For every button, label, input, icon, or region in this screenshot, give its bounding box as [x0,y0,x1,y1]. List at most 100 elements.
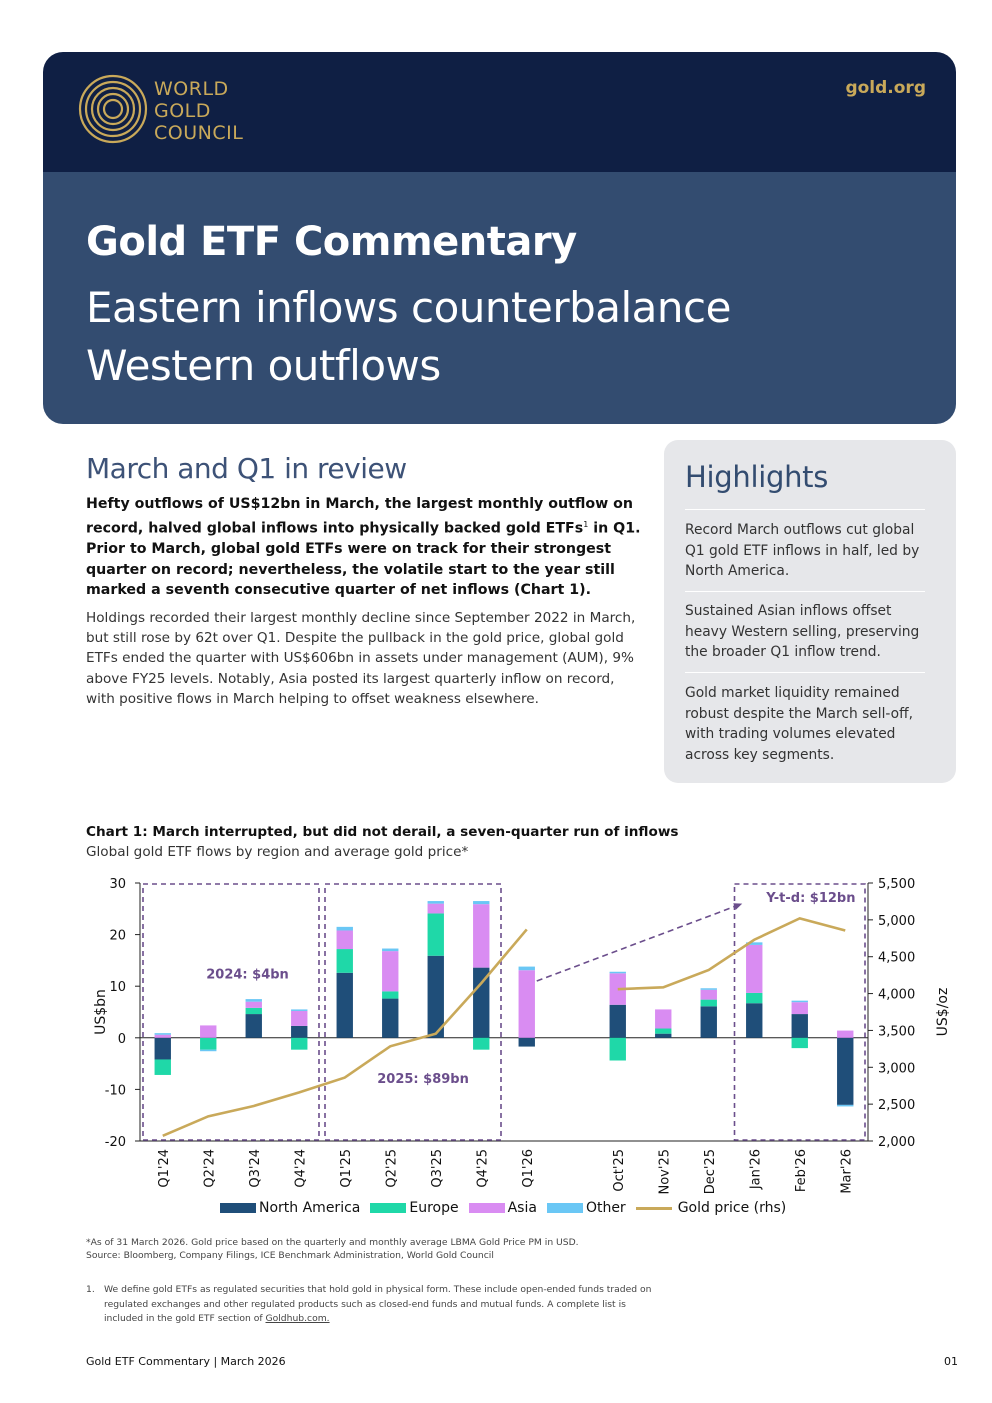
page-subtitle: Eastern inflows counterbalance Western o… [86,283,731,390]
legend-label: Gold price (rhs) [677,1200,787,1216]
bar-segment [655,1009,672,1029]
bar-segment [291,1009,308,1011]
legend-label: North America [259,1200,361,1216]
legend-swatch [370,1203,407,1213]
annotation-label-2024: 2024: $4bn [206,967,289,982]
y-tick-label-left: 20 [109,929,126,944]
y-axis-label-left: US$bn [93,989,109,1035]
bar-segment [336,972,353,1038]
x-tick-label: Q3'24 [248,1149,263,1188]
bar-segment [518,966,535,971]
bar-segment [791,1037,808,1049]
brand-line: GOLD [154,100,211,122]
bar-segment [291,1010,308,1026]
bar-segment [427,903,444,914]
y-tick-label-right: 3,500 [878,1024,915,1039]
y-tick-label-right: 2,500 [878,1098,915,1113]
bar-segment [518,1037,535,1047]
bar-segment [245,1014,262,1038]
bar-segment [382,951,399,992]
bar-segment [427,955,444,1038]
legend-item: Europe [370,1200,459,1216]
bar-segment [609,971,626,974]
bar-segment [291,1025,308,1038]
y-tick-label-right: 3,000 [878,1061,915,1076]
x-tick-label: Q1'24 [157,1149,172,1188]
bar-segment [700,988,717,990]
chart-source: Source: Bloomberg, Company Filings, ICE … [86,1250,494,1261]
x-tick-label: Jan'26 [748,1149,763,1190]
y-tick-label-left: 30 [109,877,126,892]
legend-item: Asia [468,1200,537,1216]
x-tick-label: Dec'25 [703,1149,718,1194]
y-tick-label-right: 2,000 [878,1135,915,1150]
brand-line: WORLD [154,78,229,100]
bar-segment [473,904,490,968]
bar-segment [382,991,399,999]
y-tick-label-right: 5,000 [878,914,915,929]
footer-doc-title: Gold ETF Commentary | March 2026 [86,1355,286,1368]
chart-note: *As of 31 March 2026. Gold price based o… [86,1237,579,1248]
bar-segment [746,992,763,1004]
footnote-text: We define gold ETFs as regulated securit… [104,1284,652,1324]
bar-segment [837,1037,854,1105]
x-tick-label: Oct'25 [612,1149,627,1192]
bar-segment [473,967,490,1038]
legend-swatch [468,1203,505,1213]
footnote-number: 1. [86,1284,95,1295]
bar-segment [336,930,353,950]
x-tick-label: Nov'25 [657,1149,672,1195]
lead-text: in Q1. Prior to March, global gold ETFs … [86,520,641,599]
x-tick-label: Q1'25 [339,1149,354,1188]
bar-segment [837,1030,854,1038]
bar-segment [154,1037,171,1060]
flows-chart: -20 -10 0 10 20 30 2,000 2,500 3,000 3,500 4,000 4,… [93,877,951,1195]
legend-label: Europe [409,1200,459,1216]
bar-segment [473,901,490,905]
bar-segment [427,913,444,956]
bar-segment [154,1033,171,1035]
legend-swatch [546,1203,583,1213]
goldhub-link[interactable]: Goldhub.com. [265,1313,330,1324]
hero-banner [43,172,956,424]
bar-segment [245,1007,262,1015]
bar-segment [609,1037,626,1061]
bar-segment [791,1000,808,1003]
y-tick-label-left: -20 [105,1135,126,1150]
x-tick-label: Q2'24 [202,1149,217,1188]
world-gold-council-logo-icon [78,74,148,144]
x-tick-label: Q4'24 [293,1149,308,1188]
bar-segment [518,970,535,1038]
highlight-item: Gold market liquidity remained robust de… [685,685,913,763]
site-link[interactable]: gold.org [845,78,926,98]
legend-swatch [635,1206,672,1210]
y-tick-label-left: -10 [105,1083,126,1098]
x-tick-label: Q1'26 [521,1149,536,1188]
brand-line: COUNCIL [154,122,244,144]
bar-segment [700,1006,717,1038]
brand-wordmark: WORLD GOLD COUNCIL [154,78,243,144]
bar-segment [655,1028,672,1034]
annotation-box-ytd [733,883,866,1141]
legend-swatch [220,1203,256,1213]
bar-segment [700,999,717,1007]
bar-segment [427,901,444,904]
page-title: Gold ETF Commentary [86,219,577,265]
bar-segment [609,1004,626,1038]
bar-segment [245,1001,262,1008]
annotation-label-ytd: Y-t-d: $12bn [765,891,855,906]
bar-segment [746,942,763,945]
footnote: 1. We define gold ETFs as regulated secu… [86,1283,656,1327]
footnote-ref[interactable]: 1 [583,519,589,529]
highlight-item: Record March outflows cut global Q1 gold… [685,522,920,579]
bar-segment [291,1037,308,1050]
annotation-label-2025: 2025: $89bn [377,1072,469,1087]
legend-item: Gold price (rhs) [635,1200,787,1216]
divider [685,509,925,510]
bar-segment [837,1104,854,1107]
chart-title: Chart 1: March interrupted, but did not … [86,824,679,840]
y-axis-label-right: US$/oz [935,988,951,1037]
bar-segment [791,1014,808,1038]
lead-paragraph: Hefty outflows of US$12bn in March, the … [86,494,646,601]
bar-segment [746,1003,763,1038]
